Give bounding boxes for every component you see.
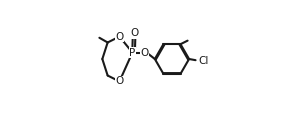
Text: O: O <box>130 28 138 38</box>
Text: O: O <box>115 32 124 42</box>
Text: O: O <box>141 48 149 57</box>
Text: Cl: Cl <box>199 56 209 66</box>
Text: O: O <box>115 76 124 86</box>
Text: P: P <box>129 48 135 57</box>
